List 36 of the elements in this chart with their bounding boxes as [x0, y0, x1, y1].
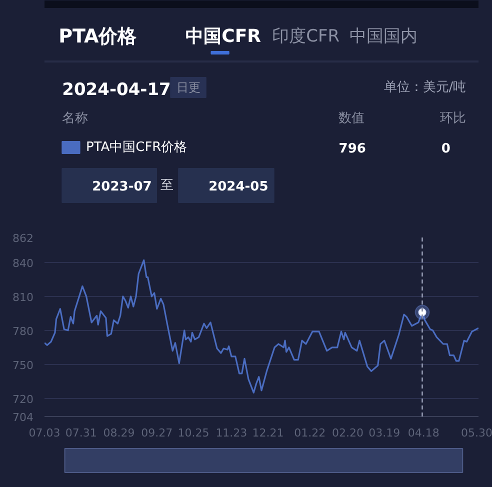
y-tick-label: 810 — [12, 290, 34, 304]
x-tick-label: 08.29 — [103, 426, 135, 440]
x-tick-label: 07.03 — [28, 426, 60, 440]
chart-title: PTA价格 — [58, 26, 138, 48]
text: 环比 — [440, 111, 466, 126]
y-tick-label: 704 — [12, 411, 34, 424]
x-tick-label: 10.25 — [178, 426, 210, 440]
y-tick-label: 840 — [12, 256, 34, 270]
y-tick-label: 780 — [12, 324, 34, 338]
text: 2024-04-17 — [62, 80, 171, 100]
text: 2024-05 — [208, 180, 268, 194]
x-tick-label: 09.27 — [141, 426, 173, 440]
x-tick-label: 02.20 — [332, 426, 364, 440]
text: 单位：美元/吨 — [384, 79, 466, 95]
text: 0 — [441, 142, 450, 156]
text: 印度CFR — [272, 26, 340, 46]
text: 日更 — [176, 80, 200, 94]
x-tick-label: 05.30 — [461, 426, 492, 440]
text: 至 — [160, 178, 174, 193]
text: 中国国内 — [350, 26, 418, 46]
x-tick-label: 04.18 — [408, 426, 440, 440]
x-tick-label: 01.22 — [294, 426, 326, 440]
x-tick-label: 07.31 — [65, 426, 97, 440]
legend-label: PTA中国CFR价格 — [86, 140, 188, 155]
y-tick-label: 750 — [12, 358, 34, 372]
x-tick-label: 12.21 — [252, 426, 284, 440]
text: 796 — [338, 142, 366, 156]
text: 2023-07 — [92, 180, 152, 194]
x-tick-label: 11.23 — [216, 426, 248, 440]
line-series — [44, 259, 478, 394]
text: 中国CFR — [186, 26, 262, 47]
x-tick-label: 03.19 — [368, 426, 400, 440]
text: 数值 — [338, 111, 365, 126]
y-tick-label: 720 — [12, 392, 34, 406]
y-tick-label: 862 — [12, 232, 34, 245]
text: 名称 — [62, 111, 88, 126]
